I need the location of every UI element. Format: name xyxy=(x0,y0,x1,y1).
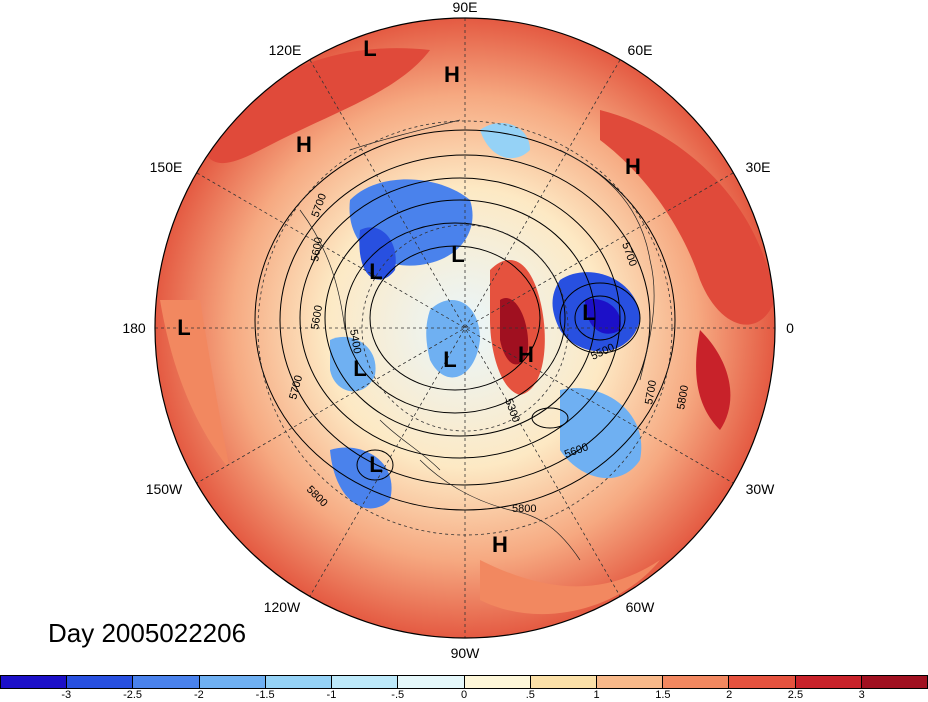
colorbar-segment xyxy=(530,676,597,688)
lon-label: 120E xyxy=(269,42,302,58)
cold-anomaly-region xyxy=(585,299,621,334)
warm-anomaly-region xyxy=(200,48,430,164)
low-marker: L xyxy=(443,347,456,372)
colorbar-labels: -3 -2.5 -2 -1.5 -1 -.5 0 .5 1 1.5 2 2.5 3 xyxy=(0,689,928,702)
lon-label: 150W xyxy=(146,481,183,497)
colorbar-segment xyxy=(795,676,862,688)
coastlines xyxy=(299,119,655,561)
colorbar-tick-label: -3 xyxy=(61,689,72,701)
low-marker: L xyxy=(582,300,595,325)
high-marker: H xyxy=(492,532,508,557)
contour-label: 5800 xyxy=(512,503,536,515)
colorbar-tick-label: 3 xyxy=(858,689,865,701)
day-label: Day 2005022206 xyxy=(48,618,247,648)
colorbar-segment xyxy=(596,676,664,688)
high-marker: H xyxy=(518,342,534,367)
map-disk xyxy=(155,18,775,638)
low-marker: L xyxy=(369,452,382,477)
colorbar-segment xyxy=(729,676,796,688)
colorbar-segment xyxy=(199,676,266,688)
lon-label: 180 xyxy=(122,320,146,336)
colorbar-segment xyxy=(663,676,730,688)
warm-anomaly-region xyxy=(600,110,775,325)
warm-anomaly-region xyxy=(480,560,660,615)
lon-label: 60E xyxy=(628,42,653,58)
colorbar-segment xyxy=(133,676,200,688)
contour-label: 5700 xyxy=(643,379,659,405)
pressure-centers: H H H H L L L L L L L L H H L xyxy=(177,36,641,557)
colorbar-tick-label: .5 xyxy=(525,689,535,701)
lon-label: 90E xyxy=(453,0,478,15)
graticule xyxy=(155,18,775,638)
high-marker: H xyxy=(625,154,641,179)
colorbar-tick-label: -1.5 xyxy=(255,689,275,701)
colorbar-tick-label: 2 xyxy=(726,689,733,701)
colorbar-tick-label: -.5 xyxy=(391,689,405,701)
warm-anomaly-region xyxy=(160,300,230,470)
colorbar xyxy=(0,675,928,689)
longitude-labels: 90E 60E 30E 0 30W 60W 90W 120W 150W 180 … xyxy=(122,0,794,661)
lon-label: 30W xyxy=(746,481,776,497)
cold-anomaly-region xyxy=(359,227,396,280)
contour-label: 5600 xyxy=(309,304,325,330)
colorbar-segment xyxy=(464,676,531,688)
warm-anomaly-region xyxy=(500,298,529,365)
high-marker: H xyxy=(296,132,312,157)
contour-label: 5400 xyxy=(347,328,363,354)
colorbar-segment xyxy=(265,676,333,688)
colorbar-tick-label: -2.5 xyxy=(123,689,143,701)
low-marker: L xyxy=(369,259,382,284)
lon-label: 60W xyxy=(626,599,656,615)
lon-label: 150E xyxy=(150,159,183,175)
low-marker: L xyxy=(177,315,190,340)
colorbar-tick-label: -2 xyxy=(193,689,204,701)
colorbar-tick-label: 1.5 xyxy=(655,689,671,701)
cold-anomaly-region xyxy=(426,300,480,378)
cold-anomaly-region xyxy=(330,447,392,509)
high-marker: H xyxy=(444,62,460,87)
contour-label: 5600 xyxy=(309,236,325,262)
low-marker: L xyxy=(353,356,366,381)
lon-label: 0 xyxy=(786,320,794,336)
lon-label: 120W xyxy=(264,599,301,615)
lon-label: 30E xyxy=(746,159,771,175)
warm-anomaly-region xyxy=(696,330,731,430)
low-marker: L xyxy=(451,242,464,267)
lon-label: 90W xyxy=(451,645,481,661)
colorbar-segment xyxy=(332,676,399,688)
contour-label: 5800 xyxy=(675,384,691,410)
map-border xyxy=(154,17,776,639)
colorbar-tick-label: 0 xyxy=(460,689,468,701)
colorbar-tick-label: 1 xyxy=(593,689,600,701)
colorbar-tick-label: -1 xyxy=(326,689,337,701)
colorbar-segment xyxy=(67,676,134,688)
low-marker: L xyxy=(363,36,376,61)
colorbar-segment xyxy=(398,676,465,688)
contour-value-labels: 5700 5600 5400 5600 5700 5800 5300 5500 … xyxy=(287,192,691,515)
colorbar-segment xyxy=(861,676,928,688)
colorbar-tick-label: 2.5 xyxy=(787,689,804,701)
colorbar-segment xyxy=(1,676,68,688)
